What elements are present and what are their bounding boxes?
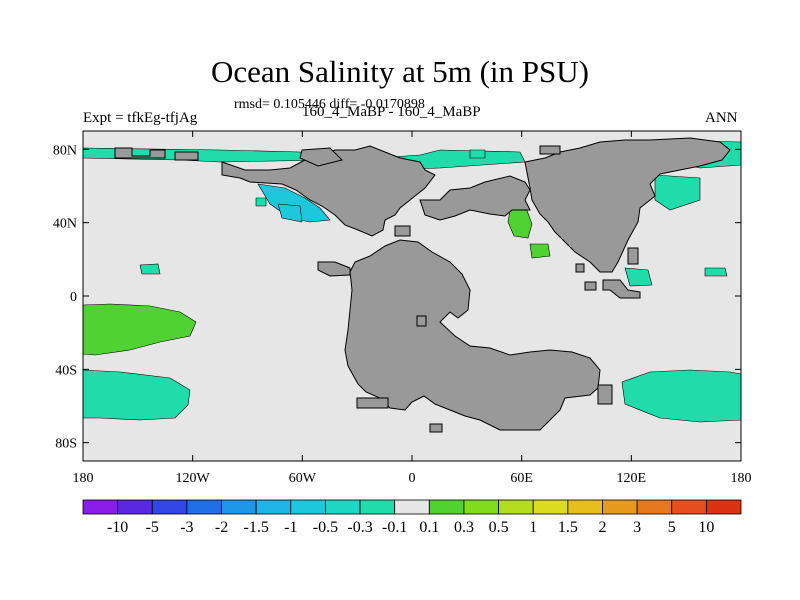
chart-title: Ocean Salinity at 5m (in PSU)	[211, 54, 589, 89]
landmass-island-south-3	[597, 384, 613, 405]
colorbar-label: -0.5	[313, 519, 338, 536]
landmass-island-east-1	[602, 279, 641, 299]
colorbar-label: -3	[180, 519, 193, 536]
colorbar-label: 1.5	[558, 519, 578, 536]
colorbar-label: -0.1	[382, 519, 407, 536]
axis-tick-labels: 180 120W 60W 0 60E 120E 180 80N 40N 0 40S 80S	[53, 143, 752, 486]
landmass-southwest-peninsula	[317, 261, 351, 277]
colorbar-swatch	[636, 499, 673, 515]
colorbar-label: -0.3	[347, 519, 372, 536]
x-tick-label: 120E	[617, 471, 647, 486]
colorbar-label: -10	[107, 519, 128, 536]
period-label: 160_4_MaBP - 160_4_MaBP	[302, 104, 481, 120]
colorbar-swatch	[671, 499, 707, 515]
x-tick-label: 120W	[176, 471, 211, 486]
colorbar-swatch	[82, 499, 119, 515]
colorbar-label: 10	[698, 519, 714, 536]
colorbar-swatch	[255, 499, 292, 515]
anomaly-northwest-pacific-blue-2	[277, 203, 303, 223]
anomaly-south-pacific-green	[82, 303, 197, 356]
landmass-island-arctic-4	[539, 145, 561, 155]
colorbar-swatch	[325, 499, 361, 515]
anomaly-indian-green-2	[529, 243, 551, 259]
colorbar-swatch	[394, 499, 430, 515]
anomaly-cape-spot	[624, 267, 653, 287]
colorbar-label: 0.1	[419, 519, 439, 536]
colorbar-swatch	[498, 499, 534, 515]
colorbar-swatch	[117, 499, 153, 515]
y-tick-label: 40S	[55, 363, 77, 378]
colorbar-swatch	[602, 499, 638, 515]
landmass-island-east-4	[627, 247, 639, 265]
anomaly-southern-ocean-west	[82, 369, 191, 421]
landmass-layer	[114, 137, 731, 433]
colorbar-label: 5	[668, 519, 676, 536]
colorbar-swatch	[151, 499, 188, 515]
x-tick-label: 0	[409, 471, 416, 486]
y-tick-label: 80S	[55, 437, 77, 452]
colorbar-swatch	[705, 499, 742, 515]
colorbar-label: -5	[146, 519, 159, 536]
colorbar-label: -1	[284, 519, 297, 536]
colorbar-swatch	[290, 499, 326, 515]
landmass-island-south-1	[356, 397, 389, 409]
anomaly-northwest-pacific-blue	[257, 183, 331, 223]
colorbar-swatch	[221, 499, 257, 515]
landmass-island-mid-1	[394, 225, 411, 237]
landmass-island-south-2	[429, 423, 443, 433]
y-tick-label: 80N	[53, 143, 77, 158]
x-tick-label: 180	[73, 471, 94, 486]
anomaly-pacific-spot	[139, 263, 161, 275]
anomaly-arctic-cyan-spot	[469, 149, 486, 159]
colorbar-label: 0.5	[489, 519, 509, 536]
experiment-label: Expt = tfkEg-tfjAg	[83, 110, 198, 126]
landmass-arctic-island-2	[174, 151, 199, 161]
landmass-island-east-2	[584, 281, 597, 291]
colorbar-swatch	[532, 499, 569, 515]
anomaly-atlantic-cyan-spot	[255, 197, 267, 207]
colorbar-swatch	[186, 499, 222, 515]
colorbar: -10 -5 -3 -2 -1.5 -1 -0.5 -0.3 -0.1 0.1 0.3 0.5 1 1.5…	[82, 499, 742, 536]
anomaly-east-pacific-spot	[704, 267, 728, 277]
y-tick-label: 0	[70, 290, 77, 305]
landmass-arctic-island-1	[114, 147, 166, 159]
colorbar-label: 2	[598, 519, 606, 536]
axis-ticks	[82, 131, 742, 461]
colorbar-label: -2	[215, 519, 228, 536]
x-tick-label: 60E	[510, 471, 533, 486]
y-tick-label: 40N	[53, 217, 77, 232]
colorbar-swatch	[463, 499, 499, 515]
colorbar-label: 0.3	[454, 519, 474, 536]
colorbar-label: 3	[633, 519, 641, 536]
landmass-central-north	[419, 175, 531, 221]
season-label: ANN	[705, 110, 738, 126]
colorbar-label: -1.5	[243, 519, 268, 536]
landmass-central-south	[344, 239, 601, 431]
x-tick-label: 180	[731, 471, 752, 486]
colorbar-swatch	[567, 499, 603, 515]
map-area: 180 120W 60W 0 60E 120E 180 80N 40N 0 40S 80S	[53, 130, 752, 486]
chart-subtitle: rmsd= 0.105446 diff= -0.0170898	[234, 97, 425, 112]
colorbar-swatch	[359, 499, 396, 515]
landmass-northeast	[524, 137, 731, 273]
landmass-island-atlantic	[416, 315, 427, 327]
landmass-island-east-3	[575, 263, 585, 273]
x-tick-label: 60W	[289, 471, 317, 486]
colorbar-swatch	[428, 499, 465, 515]
landmass-arctic-island-3	[299, 147, 343, 167]
colorbar-label: 1	[529, 519, 537, 536]
